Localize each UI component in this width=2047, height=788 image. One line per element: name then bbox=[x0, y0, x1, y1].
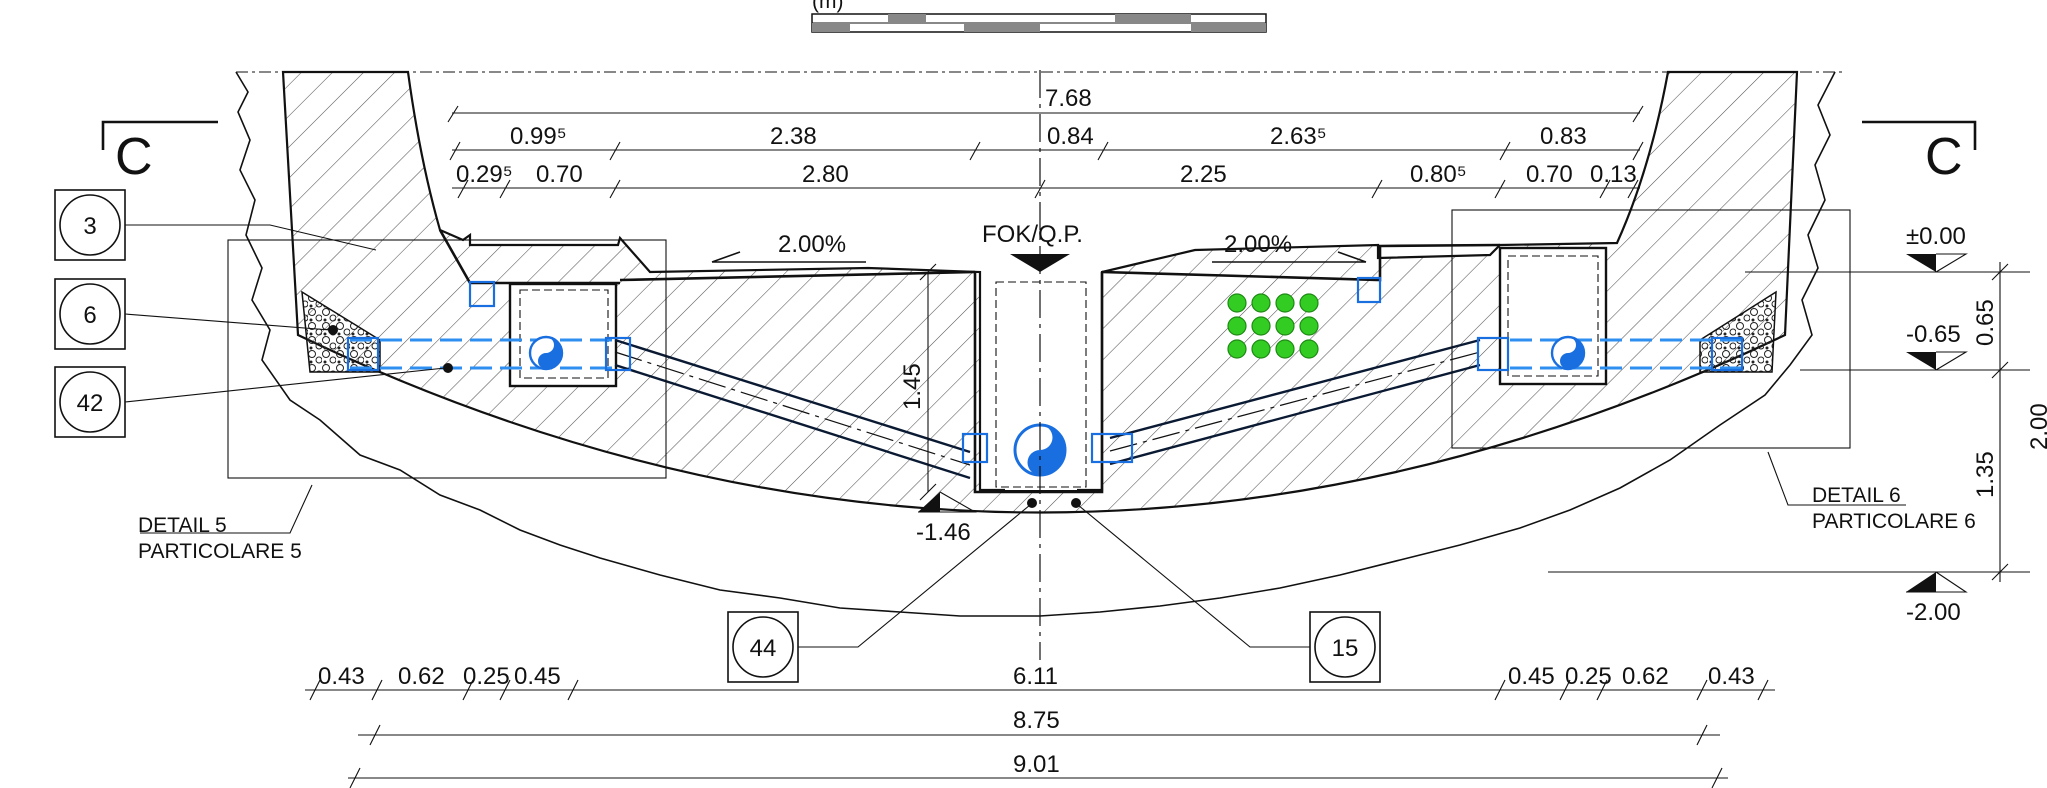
dim-bottom-5: 0.45 bbox=[1508, 663, 1555, 690]
dim-top-r2-3: 2.63⁵ bbox=[1270, 123, 1327, 150]
callout-6-label: 6 bbox=[83, 302, 96, 329]
dim-bottom-row2: 8.75 bbox=[1013, 707, 1060, 734]
dim-bottom-8: 0.43 bbox=[1708, 663, 1755, 690]
section-marker-left: C bbox=[101, 120, 218, 186]
dim-top-r2-4: 0.83 bbox=[1540, 123, 1587, 150]
callout-42: 42 bbox=[54, 363, 453, 438]
dim-top-r3-4: 0.80⁵ bbox=[1410, 161, 1467, 188]
level-top: ±0.00 bbox=[1906, 223, 1966, 250]
dim-top-overall: 7.68 bbox=[1045, 85, 1092, 112]
dim-bottom-3: 0.45 bbox=[514, 663, 561, 690]
vdim-0: 0.65 bbox=[1972, 299, 1999, 346]
pipe-section-right bbox=[1550, 335, 1586, 371]
drain-pipe-left bbox=[614, 338, 971, 480]
axis-label: FOK/Q.P. bbox=[982, 221, 1083, 248]
detail-frame-left bbox=[227, 239, 667, 479]
dim-top-r3-1: 0.70 bbox=[536, 161, 583, 188]
dim-bottom-2: 0.25 bbox=[463, 663, 510, 690]
dim-top-r3-0: 0.29⁵ bbox=[456, 161, 513, 188]
gravel-fill-right bbox=[1699, 290, 1777, 373]
dim-top-r2-2: 0.84 bbox=[1047, 123, 1094, 150]
dim-top-r3-6: 0.13 bbox=[1590, 161, 1637, 188]
dim-top-r3-5: 0.70 bbox=[1526, 161, 1573, 188]
cable-bundle bbox=[1227, 293, 1319, 359]
slope-left-label: 2.00% bbox=[778, 231, 846, 258]
gravel-fill-left bbox=[301, 290, 381, 373]
slope-right: 2.00% bbox=[1212, 231, 1367, 263]
detail-left-line2: PARTICOLARE 5 bbox=[138, 540, 302, 563]
scale-bar: (m) bbox=[811, 0, 1267, 33]
dim-top-r2-1: 2.38 bbox=[770, 123, 817, 150]
slope-right-label: 2.00% bbox=[1224, 231, 1292, 258]
dim-bottom-0: 0.43 bbox=[318, 663, 365, 690]
dim-center-vertical: 1.45 bbox=[899, 363, 926, 410]
detail-right-line2: PARTICOLARE 6 bbox=[1812, 510, 1976, 533]
detail-left-line1: DETAIL 5 bbox=[138, 514, 227, 537]
drain-pipe-right bbox=[1109, 338, 1481, 466]
dim-top-r3-2: 2.80 bbox=[802, 161, 849, 188]
scale-bar-label: (m) bbox=[812, 0, 843, 13]
dim-top-r2-0: 0.99⁵ bbox=[510, 123, 567, 150]
vdim-1: 1.35 bbox=[1972, 451, 1999, 498]
detail-right-line1: DETAIL 6 bbox=[1812, 484, 1901, 507]
dim-bottom-7: 0.62 bbox=[1622, 663, 1669, 690]
detail-left: DETAIL 5 PARTICOLARE 5 bbox=[138, 484, 313, 563]
dim-bottom-6: 0.25 bbox=[1565, 663, 1612, 690]
callout-42-label: 42 bbox=[77, 390, 104, 417]
detail-right: DETAIL 6 PARTICOLARE 6 bbox=[1767, 451, 1976, 533]
right-elevations: ±0.00 -0.65 -2.00 0.65 1.35 2.00 bbox=[1548, 223, 2047, 626]
callout-15: 15 bbox=[1071, 498, 1381, 683]
section-marker-right: C bbox=[1862, 120, 1977, 186]
callout-3: 3 bbox=[54, 189, 377, 261]
callout-6: 6 bbox=[54, 278, 338, 350]
pipe-section-left bbox=[528, 335, 564, 371]
callout-44-label: 44 bbox=[750, 635, 777, 662]
callout-3-label: 3 bbox=[83, 213, 96, 240]
bottom-dimensions: 0.43 0.62 0.25 0.45 6.11 0.45 0.25 0.62 … bbox=[305, 663, 1775, 788]
level-mid: -0.65 bbox=[1906, 321, 1961, 348]
dim-bottom-row3: 9.01 bbox=[1013, 751, 1060, 778]
section-label-right: C bbox=[1925, 128, 1963, 186]
level-center: -1.46 bbox=[916, 519, 971, 546]
detail-frame-right bbox=[1451, 209, 1851, 449]
dim-bottom-1: 0.62 bbox=[398, 663, 445, 690]
concrete-invert bbox=[281, 70, 1799, 514]
dim-bottom-4: 6.11 bbox=[1013, 663, 1058, 690]
top-dimensions: 7.68 0.99⁵ 2.38 0.84 2.63⁵ 0.83 0.29⁵ 0.… bbox=[447, 85, 1644, 199]
section-label-left: C bbox=[115, 128, 153, 186]
slope-left: 2.00% bbox=[711, 231, 866, 263]
dim-top-r3-3: 2.25 bbox=[1180, 161, 1227, 188]
callout-15-label: 15 bbox=[1332, 635, 1359, 662]
vdim-2: 2.00 bbox=[2026, 403, 2047, 450]
excavation-profile bbox=[235, 71, 1836, 617]
callout-44: 44 bbox=[727, 498, 1037, 683]
level-bottom: -2.00 bbox=[1906, 599, 1961, 626]
